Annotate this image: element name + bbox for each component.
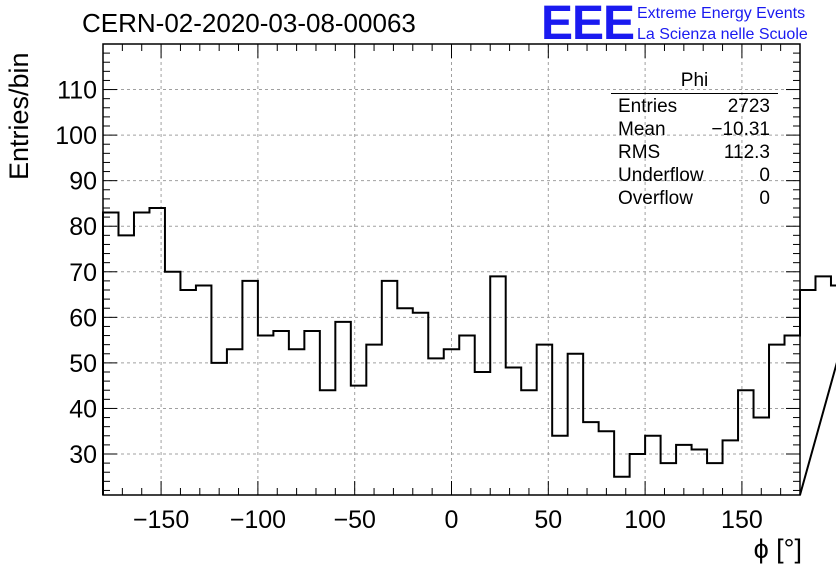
y-tick-label: 70 — [69, 259, 97, 287]
histogram-bin — [289, 349, 304, 495]
histogram-bin — [614, 477, 629, 495]
y-tick-label: 60 — [69, 304, 97, 332]
stats-value: 2723 — [727, 96, 770, 117]
x-tick-label: 0 — [445, 506, 459, 534]
histogram-bin — [165, 272, 180, 495]
histogram-bin — [521, 390, 536, 495]
histogram-bin — [645, 436, 660, 495]
histogram-bin — [444, 349, 459, 495]
org-line-2: La Scienza nelle Scuole — [637, 26, 808, 43]
x-tick-label: −50 — [333, 506, 375, 534]
x-axis-label: ϕ [°] — [753, 534, 802, 564]
histogram-bin — [738, 390, 753, 495]
histogram-bin — [815, 276, 830, 495]
histogram-bin — [180, 290, 195, 495]
stats-value: −10.31 — [711, 119, 770, 140]
histogram-bin — [568, 354, 583, 495]
histogram-bin — [475, 372, 490, 495]
histogram-bin — [583, 422, 598, 495]
histogram-bin — [769, 345, 784, 495]
histogram-bin — [428, 358, 443, 495]
histogram-bin — [211, 363, 226, 495]
y-tick-label: 40 — [69, 395, 97, 423]
histogram-bin — [723, 440, 738, 495]
histogram-bin — [754, 418, 769, 495]
stats-label: RMS — [618, 142, 661, 163]
histogram-bin — [552, 436, 567, 495]
x-tick-label: −150 — [133, 506, 189, 534]
x-tick-label: 150 — [721, 506, 763, 534]
grid — [103, 44, 800, 495]
stats-label: Entries — [618, 96, 678, 117]
histogram-bin — [630, 454, 645, 495]
histogram-bin — [149, 208, 164, 495]
x-tick-label: 50 — [534, 506, 562, 534]
histogram-bin — [459, 336, 474, 495]
x-tick-label: −100 — [230, 506, 286, 534]
histogram-bin — [242, 281, 257, 495]
histogram-bin — [537, 345, 552, 495]
histogram-bin — [320, 390, 335, 495]
histogram-bin — [382, 281, 397, 495]
histogram-series — [102, 207, 836, 496]
histogram-bin — [335, 322, 350, 495]
stats-row-underflow: Underflow 0 — [611, 164, 778, 187]
axes: −150 −100 −50 0 50 100 150 30 40 50 60 70 80 90 100 110 — [55, 43, 801, 534]
histogram-bin — [831, 285, 836, 495]
stats-value: 0 — [759, 165, 770, 186]
eee-logo: EEE — [541, 0, 635, 50]
histogram-bin — [273, 331, 288, 495]
y-tick-label: 50 — [69, 350, 97, 378]
histogram-bin — [397, 308, 412, 495]
stats-row-rms: RMS 112.3 — [611, 141, 778, 164]
stats-box: Phi Entries 2723 Mean −10.31 RMS 112.3 U… — [611, 70, 778, 210]
chart-title: CERN-02-2020-03-08-00063 — [82, 8, 416, 38]
stats-label: Overflow — [618, 188, 693, 209]
histogram-bin — [692, 449, 707, 495]
histogram-outline — [102, 207, 836, 496]
histogram-bin — [490, 276, 505, 495]
histogram-bin — [134, 213, 149, 495]
histogram-bin — [258, 336, 273, 495]
y-tick-label: 90 — [69, 168, 97, 196]
histogram-bin — [304, 331, 319, 495]
histogram-bin — [661, 463, 676, 495]
histogram-bin — [118, 235, 133, 495]
histogram-bin — [196, 285, 211, 495]
histogram-bin — [366, 345, 381, 495]
stats-title: Phi — [611, 70, 778, 94]
stats-value: 112.3 — [723, 142, 770, 163]
histogram-bin — [707, 463, 722, 495]
y-tick-label: 110 — [57, 77, 97, 105]
histogram-bin — [599, 431, 614, 495]
x-tick-label: 100 — [624, 506, 666, 534]
stats-value: 0 — [759, 188, 770, 209]
histogram-bin — [506, 367, 521, 495]
histogram-bin — [676, 445, 691, 495]
y-tick-label: 30 — [69, 441, 97, 469]
histogram-bin — [785, 336, 800, 495]
organization-name: Extreme Energy Events La Scienza nelle S… — [637, 3, 808, 45]
stats-label: Underflow — [618, 165, 704, 186]
y-tick-label: 80 — [69, 213, 97, 241]
stats-row-mean: Mean −10.31 — [611, 118, 778, 141]
y-tick-label: 100 — [55, 122, 97, 150]
histogram-bin — [351, 386, 366, 495]
stats-row-entries: Entries 2723 — [611, 95, 778, 118]
stats-row-overflow: Overflow 0 — [611, 187, 778, 210]
histogram-bin — [227, 349, 242, 495]
y-axis-label: Entries/bin — [4, 52, 34, 180]
stats-label: Mean — [618, 119, 666, 140]
histogram-bin — [413, 313, 428, 495]
org-line-1: Extreme Energy Events — [637, 5, 806, 22]
